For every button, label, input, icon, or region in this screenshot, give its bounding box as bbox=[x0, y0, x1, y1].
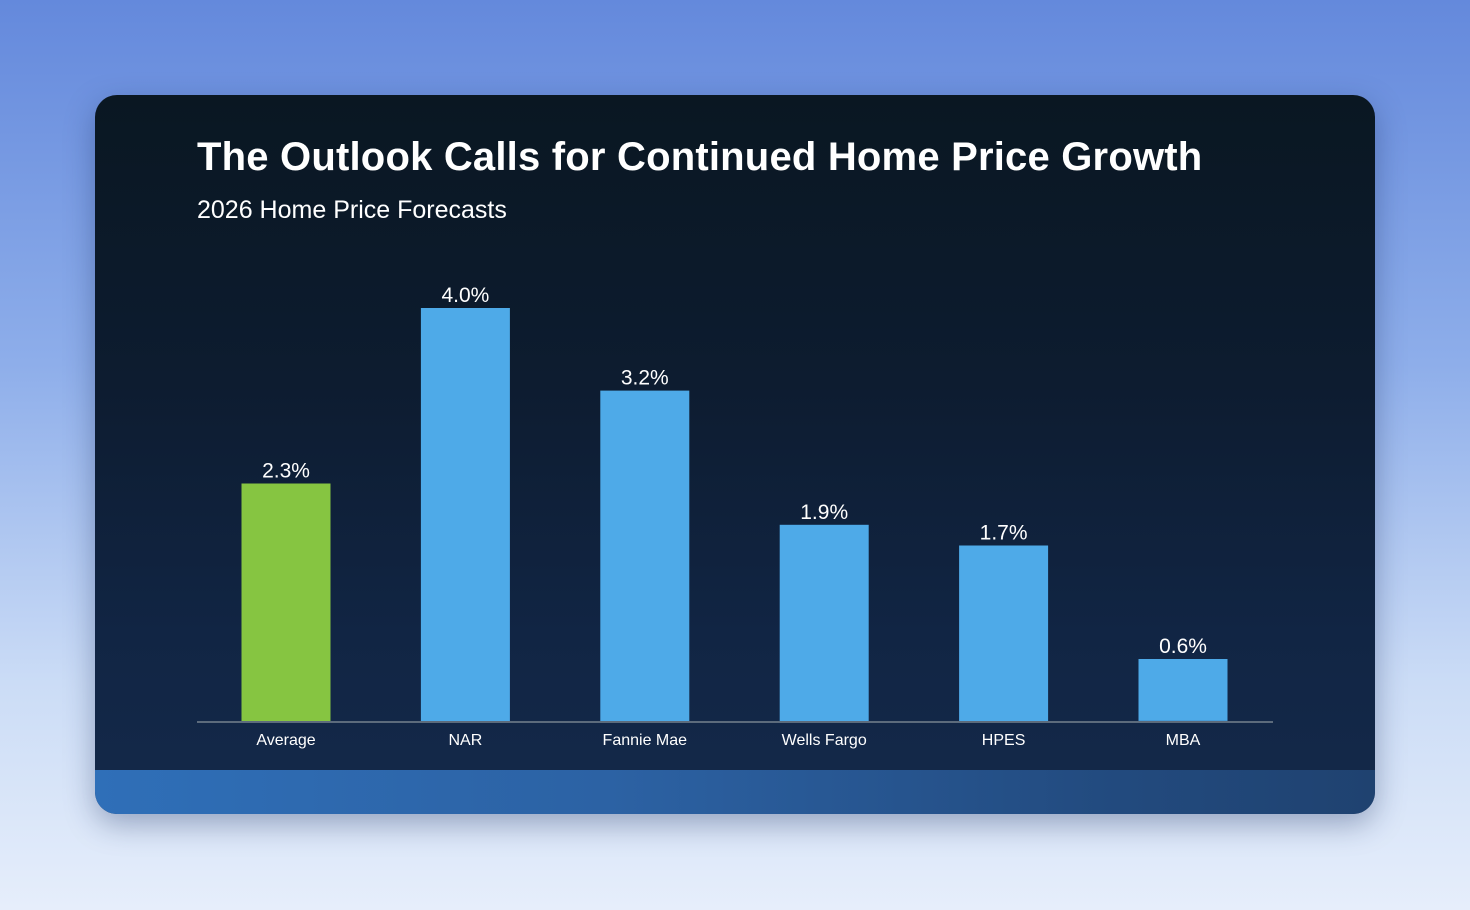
value-label-mba: 0.6% bbox=[1159, 635, 1207, 658]
value-label-wells-fargo: 1.9% bbox=[800, 501, 848, 524]
chart-subtitle: 2026 Home Price Forecasts bbox=[197, 196, 507, 224]
category-label-nar: NAR bbox=[449, 732, 483, 749]
bar-wells-fargo bbox=[779, 524, 869, 721]
bar-average bbox=[241, 483, 331, 721]
bar-fannie-mae bbox=[600, 390, 690, 721]
bar-mba bbox=[1138, 659, 1228, 721]
bar-nar bbox=[420, 308, 510, 721]
value-label-fannie-mae: 3.2% bbox=[621, 367, 669, 390]
category-label-fannie-mae: Fannie Mae bbox=[603, 732, 688, 749]
category-label-wells-fargo: Wells Fargo bbox=[782, 732, 867, 749]
chart-card: The Outlook Calls for Continued Home Pri… bbox=[95, 95, 1375, 814]
category-label-hpes: HPES bbox=[982, 732, 1026, 749]
value-label-average: 2.3% bbox=[262, 460, 310, 483]
value-label-nar: 4.0% bbox=[441, 284, 489, 307]
value-label-hpes: 1.7% bbox=[980, 522, 1028, 545]
bar-hpes bbox=[959, 545, 1049, 721]
category-label-average: Average bbox=[256, 732, 315, 749]
footer-strip bbox=[95, 770, 1375, 814]
category-label-mba: MBA bbox=[1166, 732, 1201, 749]
bar-chart: 2.3% Average 4.0% NAR 3.2% Fannie Mae 1.9% Well… bbox=[197, 284, 1273, 749]
chart-title: The Outlook Calls for Continued Home Pri… bbox=[197, 135, 1203, 179]
